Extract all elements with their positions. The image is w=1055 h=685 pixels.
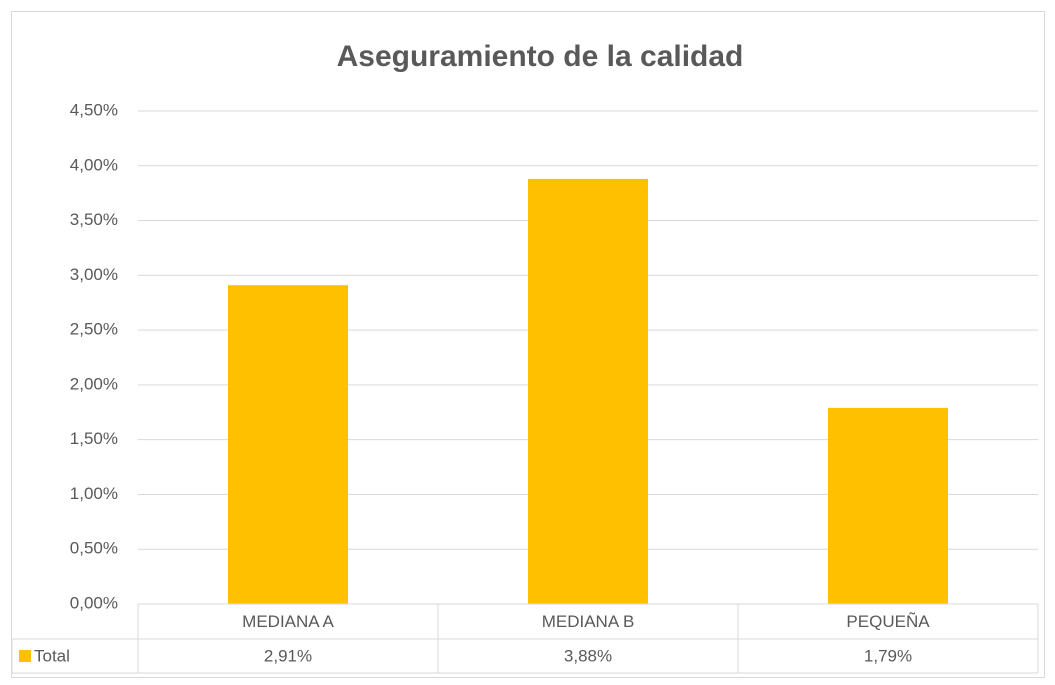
bar (228, 285, 348, 604)
x-tick-label: MEDIANA B (542, 612, 635, 631)
y-tick-label: 2,00% (70, 374, 118, 393)
y-tick-label: 4,50% (70, 100, 118, 119)
y-tick-label: 2,50% (70, 320, 118, 339)
y-tick-label: 4,00% (70, 155, 118, 174)
chart-title: Aseguramiento de la calidad (337, 40, 744, 73)
data-table-value: 3,88% (564, 646, 612, 665)
y-tick-label: 0,00% (70, 593, 118, 612)
y-tick-label: 1,50% (70, 429, 118, 448)
bar (828, 407, 948, 604)
data-table-value: 1,79% (864, 646, 912, 665)
bar (528, 178, 648, 604)
legend-key (19, 650, 31, 662)
y-tick-label: 0,50% (70, 539, 118, 558)
x-tick-label: MEDIANA A (242, 612, 334, 631)
y-tick-label: 1,00% (70, 484, 118, 503)
legend-label: Total (34, 646, 70, 665)
y-tick-label: 3,50% (70, 210, 118, 229)
x-tick-label: PEQUEÑA (846, 612, 930, 631)
y-tick-label: 3,00% (70, 265, 118, 284)
data-table-value: 2,91% (264, 646, 312, 665)
